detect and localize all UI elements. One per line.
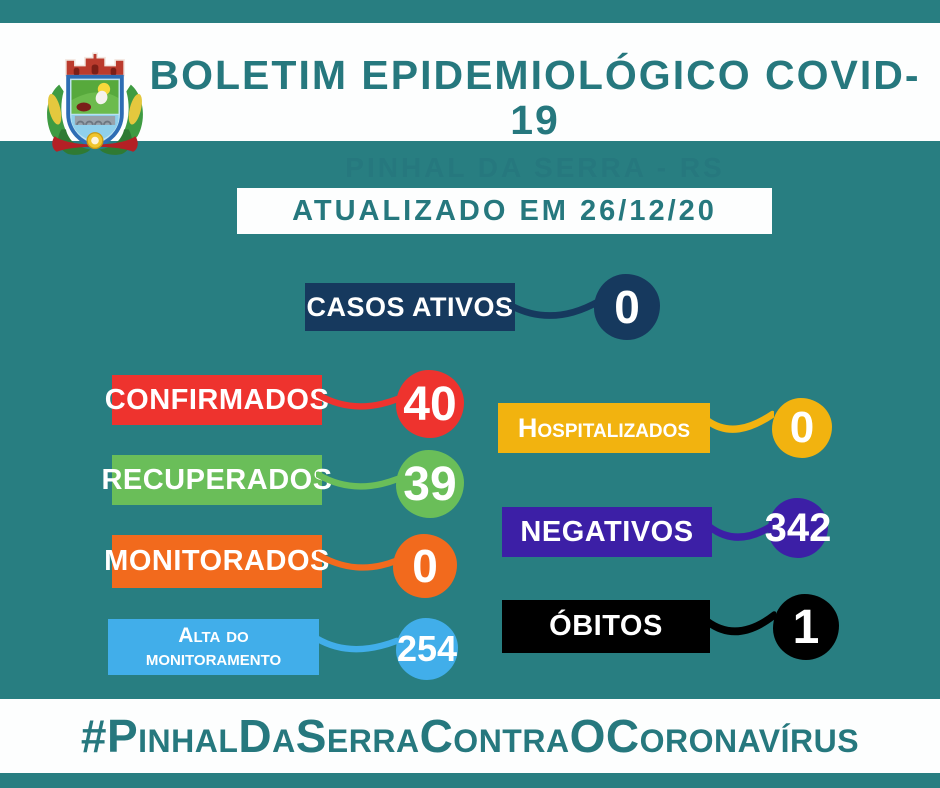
stat-value-alta-do-monitoramento: 254	[396, 618, 458, 680]
stat-label-negativos: NEGATIVOS	[502, 507, 712, 557]
stat-label-hospitalizados: Hospitalizados	[498, 403, 710, 453]
connector-line-negativos	[708, 512, 772, 550]
hashtag-text: #PinhalDaSerraContraOCoronavírus	[80, 710, 860, 762]
connector-line-alta-do-monitoramento	[315, 626, 399, 664]
stat-value-confirmados: 40	[396, 370, 464, 438]
header-banner: BOLETIM EPIDEMIOLÓGICO COVID-19 PINHAL D…	[0, 23, 940, 183]
header-titles: BOLETIM EPIDEMIOLÓGICO COVID-19 PINHAL D…	[140, 52, 930, 184]
stat-value-negativos: 342	[765, 498, 831, 558]
stat-label-recuperados: RECUPERADOS	[101, 455, 332, 505]
stat-label-alta-do-monitoramento: Alta do monitoramento	[108, 619, 319, 675]
connector-line-recuperados	[316, 462, 400, 500]
connector-line-hospitalizados	[706, 406, 774, 444]
page-subtitle: PINHAL DA SERRA - RS	[345, 152, 725, 184]
updated-date-text: ATUALIZADO EM 26/12/20	[292, 194, 717, 227]
updated-banner: ATUALIZADO EM 26/12/20	[237, 188, 772, 234]
footer-banner: #PinhalDaSerraContraOCoronavírus	[0, 699, 940, 773]
connector-line-obitos	[706, 604, 776, 644]
stat-value-recuperados: 39	[396, 450, 464, 518]
stat-label-casos-ativos: CASOS ATIVOS	[305, 283, 515, 331]
stat-value-obitos: 1	[773, 594, 839, 660]
coat-of-arms-logo	[47, 52, 143, 155]
stat-label-monitorados: MONITORADOS	[104, 535, 329, 588]
page-title: BOLETIM EPIDEMIOLÓGICO COVID-19	[149, 52, 921, 144]
stat-value-hospitalizados: 0	[772, 398, 832, 458]
stat-value-casos-ativos: 0	[594, 274, 660, 340]
connector-line-confirmados	[316, 382, 400, 420]
stat-label-obitos: ÓBITOS	[502, 600, 710, 653]
connector-line-monitorados	[316, 544, 398, 582]
stat-value-monitorados: 0	[393, 534, 457, 598]
connector-line-casos-ativos	[509, 288, 601, 328]
stat-label-confirmados: CONFIRMADOS	[105, 375, 329, 425]
